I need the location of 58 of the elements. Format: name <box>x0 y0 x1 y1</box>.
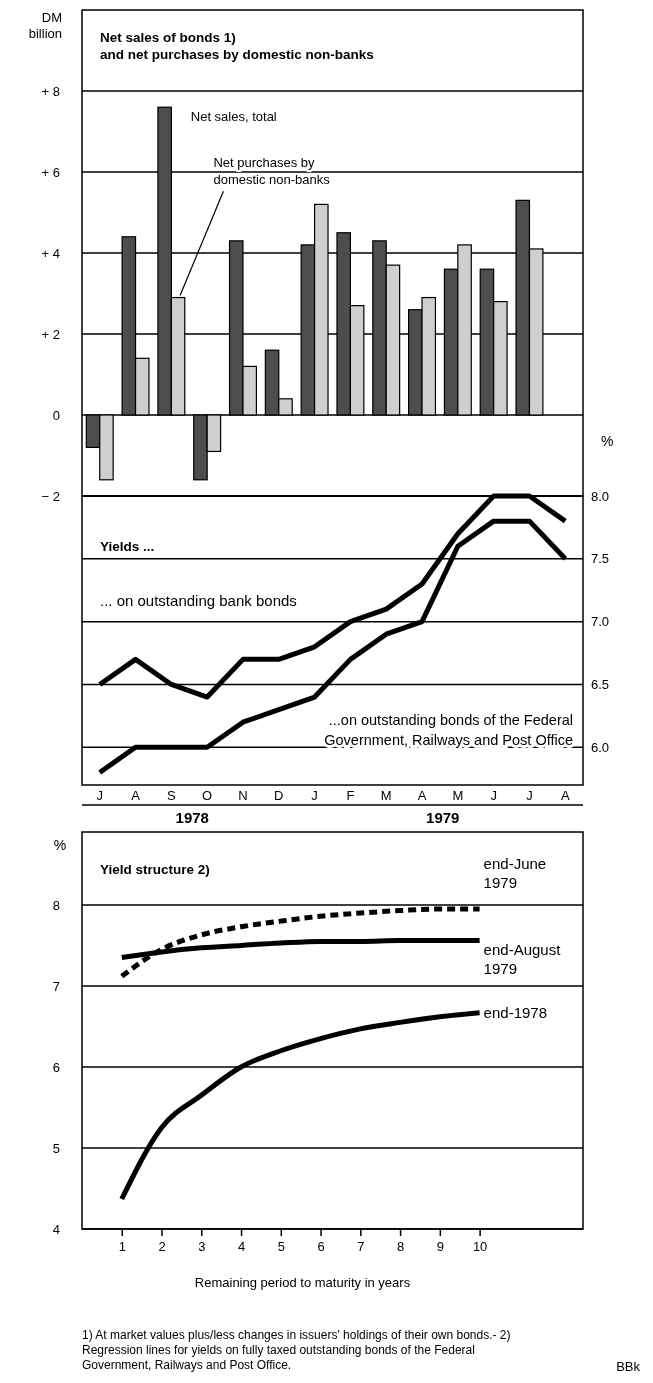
y2-tick-label: 8.0 <box>591 488 610 504</box>
text: Yield structure 2) <box>100 862 210 877</box>
y-tick-label: 0 <box>52 407 60 423</box>
x-tick-label: 2 <box>158 1239 166 1255</box>
x-tick-label: 1 <box>118 1239 126 1255</box>
y-tick-label: 6 <box>52 1059 60 1075</box>
y2-tick-label: 6.5 <box>591 677 610 693</box>
x-tick-label: D <box>274 788 284 804</box>
x-tick-label: M <box>380 788 392 804</box>
series-label: ...on outstanding bonds of the Federal Government, Railways and Post Office <box>324 712 573 748</box>
x-tick-label: J <box>311 788 318 804</box>
y2-tick-label: 7.0 <box>591 614 610 630</box>
series-label: end-June 1979 <box>483 854 547 891</box>
y-tick-label: + 6 <box>41 164 60 180</box>
y2-tick-label: 6.0 <box>591 739 610 755</box>
x-tick-label: 6 <box>317 1239 325 1255</box>
y2-axis-title: % <box>601 433 614 449</box>
text: 1978 <box>175 809 209 826</box>
text: ... on outstanding bank bonds <box>100 592 297 609</box>
x-tick-label: M <box>452 788 464 804</box>
y-tick-label: 8 <box>52 897 60 913</box>
y2-tick-label: 7.5 <box>591 551 610 567</box>
x-tick-label: 7 <box>357 1239 365 1255</box>
x-tick-label: 8 <box>396 1239 405 1255</box>
x-tick-label: J <box>526 788 533 804</box>
x-tick-label: S <box>167 788 177 804</box>
x-axis-title: Remaining period to maturity in years <box>194 1275 411 1290</box>
y-tick-label: + 2 <box>41 326 60 342</box>
text: 1) At market values plus/less changes in issuers' holdings of their own bonds.- 2) Regression lines for yields on fully taxed outstanding bonds of the Federal Government, Railways and Post Office. <box>82 1328 511 1372</box>
x-tick-label: N <box>238 788 248 804</box>
y-tick-label: + 8 <box>41 83 60 99</box>
y-tick-label: 4 <box>52 1221 60 1237</box>
x-tick-label: 5 <box>277 1239 285 1255</box>
y-tick-label: 5 <box>52 1140 60 1156</box>
y-axis-title: DM billion <box>28 10 62 41</box>
x-tick-label: A <box>560 788 570 804</box>
text: Net sales of bonds 1) and net purchases by domestic non-banks <box>100 30 374 62</box>
x-tick-label: 10 <box>472 1239 488 1255</box>
x-tick-label: 9 <box>436 1239 444 1255</box>
y-axis-title: % <box>53 837 67 853</box>
x-tick-label: J <box>96 788 103 804</box>
x-tick-label: J <box>490 788 497 804</box>
x-tick-label: F <box>346 788 355 804</box>
series-label: end-August 1979 <box>483 940 562 977</box>
y-tick-label: − 2 <box>41 488 60 504</box>
x-tick-label: O <box>202 788 213 804</box>
text: BBk <box>616 1359 641 1374</box>
text: Yields ... <box>100 539 155 554</box>
x-tick-label: A <box>131 788 141 804</box>
y-tick-label: + 4 <box>41 245 60 261</box>
text: 1979 <box>426 809 460 826</box>
x-tick-label: 3 <box>198 1239 206 1255</box>
x-tick-label: A <box>417 788 427 804</box>
series-label: Net purchases by domestic non-banks <box>213 155 331 188</box>
series-label: Net sales, total <box>190 109 277 125</box>
series-label: end-1978 <box>483 1003 548 1021</box>
y-tick-label: 7 <box>52 978 60 994</box>
x-tick-label: 4 <box>237 1239 246 1255</box>
